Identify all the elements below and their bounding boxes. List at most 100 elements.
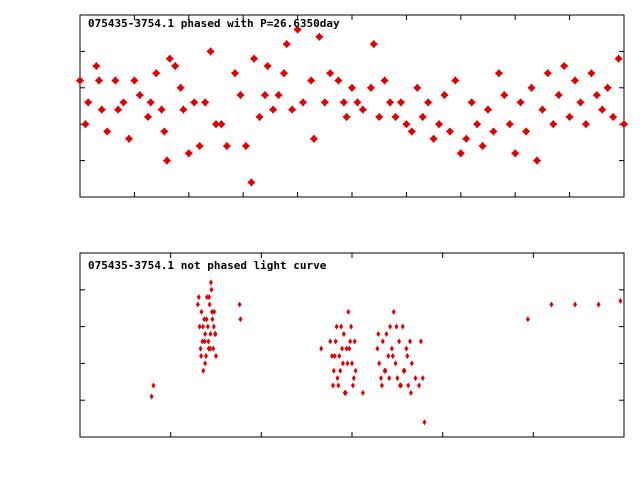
data-point [130, 76, 139, 85]
data-point [340, 360, 345, 367]
data-point [157, 105, 166, 114]
data-point [505, 120, 514, 129]
data-point [483, 105, 493, 114]
data-point [384, 330, 389, 337]
data-point [570, 76, 580, 85]
data-point [418, 112, 427, 122]
data-point [387, 375, 392, 382]
data-point [511, 149, 520, 158]
data-point [521, 127, 531, 136]
data-point [351, 375, 356, 382]
data-point [342, 112, 351, 122]
data-point [307, 76, 316, 85]
data-point [279, 69, 289, 78]
data-point [333, 338, 338, 345]
data-point [208, 330, 213, 337]
data-point [274, 90, 283, 100]
data-point [247, 178, 256, 187]
data-point [489, 127, 498, 136]
data-point [527, 83, 536, 92]
data-point [369, 39, 378, 49]
data-point [456, 149, 465, 158]
data-point [396, 98, 406, 107]
data-point [376, 330, 381, 337]
data-point [202, 316, 207, 323]
data-point [334, 323, 339, 330]
data-point [478, 141, 487, 151]
data-point [343, 389, 348, 396]
data-point [315, 32, 324, 41]
data-point [379, 375, 384, 382]
data-point [581, 120, 591, 129]
data-point [237, 301, 242, 308]
data-point [309, 134, 319, 143]
data-point [320, 98, 329, 107]
data-point [538, 105, 547, 114]
data-point [198, 345, 203, 352]
data-point [349, 323, 354, 330]
data-point [211, 120, 221, 129]
data-point [377, 360, 382, 367]
data-point [249, 54, 259, 63]
data-point [596, 301, 601, 308]
data-point [236, 90, 245, 100]
phased-light-curve-plot: 075435-3754.1 phased with P=26.6350day [75, 14, 629, 198]
data-point [350, 360, 354, 367]
data-point [165, 54, 174, 63]
data-point [214, 353, 218, 360]
data-point [358, 105, 368, 114]
plot-title: 075435-3754.1 phased with P=26.6350day [88, 17, 340, 30]
data-point [346, 308, 351, 315]
data-point [124, 134, 134, 143]
data-point [204, 353, 209, 360]
data-point [196, 294, 201, 301]
data-point [212, 308, 217, 315]
data-point [319, 345, 324, 352]
data-point [92, 61, 101, 71]
data-point [402, 120, 411, 129]
data-point [347, 83, 357, 92]
data-point [347, 345, 352, 352]
data-point [398, 382, 403, 389]
data-point [500, 90, 509, 100]
data-point [409, 360, 414, 367]
data-point [171, 61, 180, 71]
data-point [97, 105, 106, 114]
data-point [353, 98, 362, 107]
unphased-light-curve-plot: 075435-3754.1 not phased light curve [79, 252, 625, 438]
data-point [385, 98, 395, 107]
data-point [210, 316, 215, 323]
data-point [618, 297, 623, 304]
data-point [206, 47, 215, 56]
data-point [330, 382, 335, 389]
data-point [554, 90, 563, 100]
data-point [328, 338, 333, 345]
data-point [573, 301, 578, 308]
data-point [395, 375, 400, 382]
data-point [417, 382, 422, 389]
data-point [467, 98, 476, 107]
data-point [204, 316, 209, 323]
data-point [207, 294, 212, 301]
data-point [407, 127, 416, 136]
data-point [217, 120, 226, 129]
data-point [445, 127, 455, 136]
data-point [397, 338, 402, 345]
data-point [143, 112, 153, 122]
data-point [238, 316, 243, 323]
data-point [208, 345, 213, 352]
data-point [203, 360, 208, 367]
data-point [389, 345, 394, 352]
data-point [560, 61, 569, 71]
data-point [424, 98, 433, 107]
data-point [152, 69, 161, 78]
data-point [587, 69, 596, 78]
data-point [200, 338, 205, 345]
data-point [326, 69, 335, 78]
data-point [598, 105, 607, 114]
data-point [151, 382, 156, 389]
data-point [213, 330, 218, 337]
data-point [413, 83, 422, 92]
data-point [338, 367, 343, 374]
